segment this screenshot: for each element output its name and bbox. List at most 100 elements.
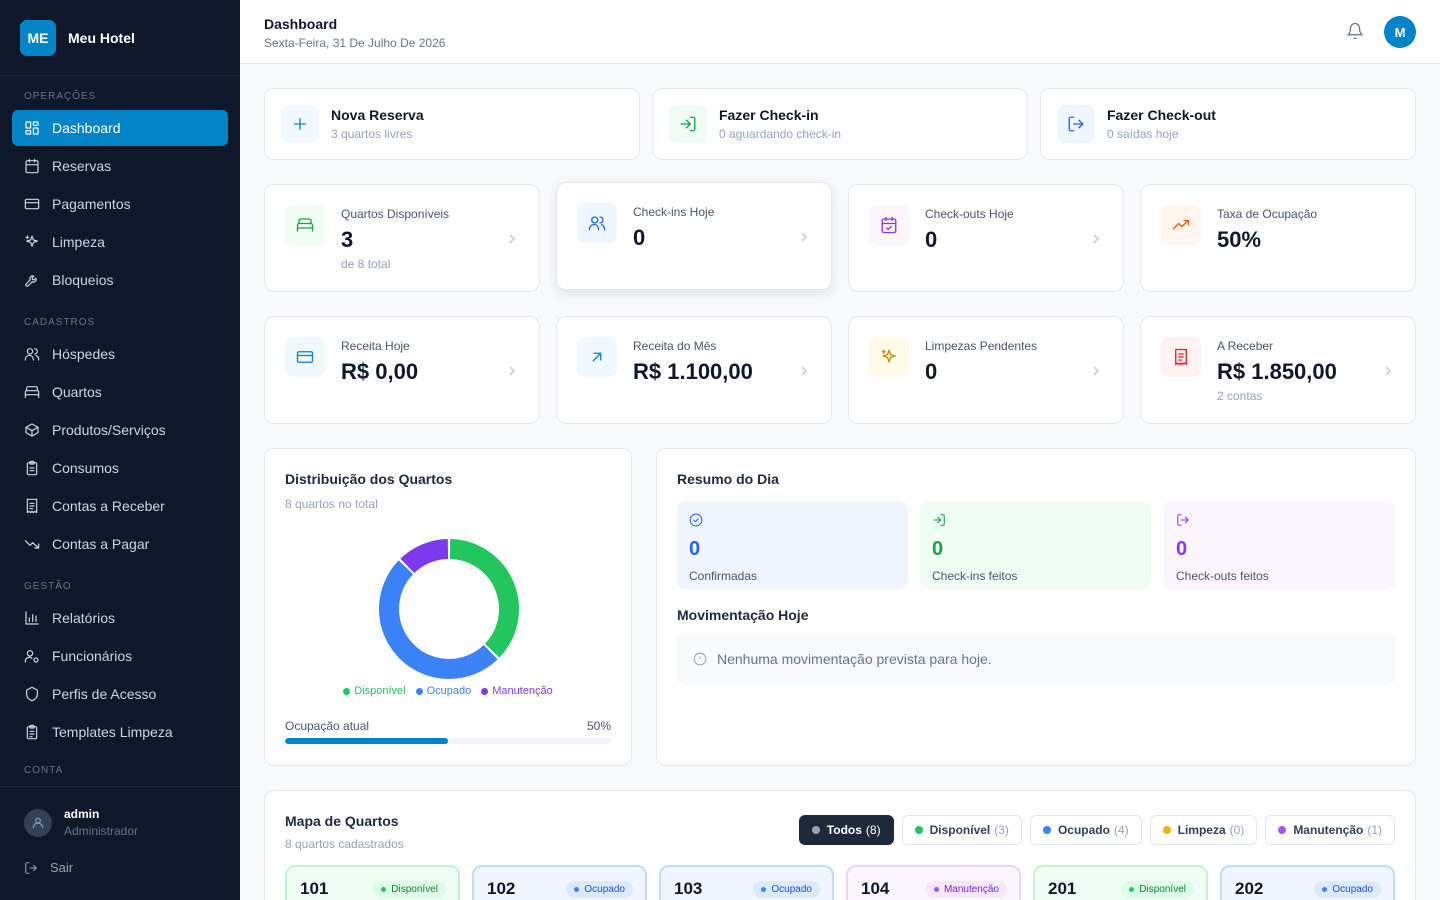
room-card-201[interactable]: 201 Disponível — [1033, 865, 1208, 900]
sidebar-item-dashboard[interactable]: Dashboard — [12, 110, 228, 146]
room-card-104[interactable]: 104 Manutenção — [846, 865, 1021, 900]
chart-legend: Disponível Ocupado Manutenção — [265, 685, 631, 697]
header-avatar[interactable]: M — [1384, 16, 1416, 48]
sidebar-item-label: Contas a Receber — [52, 498, 165, 514]
sidebar-item-label: Bloqueios — [52, 272, 114, 288]
sidebar-item-label: Relatórios — [52, 610, 116, 626]
summary-value: 0 — [689, 538, 701, 560]
room-card-101[interactable]: 101 Disponível — [285, 865, 460, 900]
summary-box-check-outs: 0 Check-outs feitos — [1164, 501, 1395, 589]
brand-logo: ME — [20, 19, 56, 56]
stat-card-receita-hoje[interactable]: Receita Hoje R$ 0,00 — [264, 316, 540, 424]
stat-label: Taxa de Ocupação — [1217, 207, 1318, 221]
filter-ocupado[interactable]: Ocupado (4) — [1029, 815, 1142, 845]
room-status: Disponível — [1139, 884, 1186, 895]
stat-card-limpezas-pendentes[interactable]: Limpezas Pendentes 0 — [848, 316, 1124, 424]
occupancy-label: Ocupação atual — [285, 719, 370, 733]
sidebar-item-templates-limpeza[interactable]: Templates Limpeza — [12, 714, 228, 750]
stat-label: Receita do Mês — [633, 339, 717, 353]
sidebar-item-label: Consumos — [52, 460, 119, 476]
stat-card-check-ins-hoje[interactable]: Check-ins Hoje 0 — [556, 182, 832, 290]
bar-chart-icon — [25, 611, 39, 625]
bed-icon — [24, 386, 40, 398]
sidebar-item-contas-pagar[interactable]: Contas a Pagar — [12, 526, 228, 562]
stat-card-taxa-ocupacao[interactable]: Taxa de Ocupação 50% — [1140, 184, 1416, 292]
sidebar-footer: admin Administrador Sair — [0, 786, 240, 900]
quick-action-sub: 3 quartos livres — [331, 127, 413, 141]
sidebar-item-limpeza[interactable]: Limpeza — [12, 224, 228, 260]
filter-limpeza[interactable]: Limpeza (0) — [1149, 815, 1258, 845]
quick-action-title: Fazer Check-in — [719, 107, 819, 123]
filter-label: Disponível — [929, 823, 991, 837]
filter-count: (3) — [994, 823, 1009, 837]
filter-count: (8) — [865, 823, 881, 837]
login-icon — [669, 105, 707, 143]
sidebar-item-reservas[interactable]: Reservas — [12, 148, 228, 184]
user-name: admin — [64, 807, 100, 821]
sidebar-item-pagamentos[interactable]: Pagamentos — [12, 186, 228, 222]
room-number: 201 — [1048, 879, 1077, 898]
logout-button[interactable]: Sair — [0, 860, 240, 875]
sidebar-item-quartos[interactable]: Quartos — [12, 374, 228, 410]
sidebar-item-contas-receber[interactable]: Contas a Receber — [12, 488, 228, 524]
filter-disponivel[interactable]: Disponível (3) — [901, 815, 1022, 845]
quick-action-nova-reserva[interactable]: Nova Reserva 3 quartos livres — [264, 88, 640, 160]
room-card-102[interactable]: 102 Ocupado — [472, 865, 647, 900]
sidebar-item-hospedes[interactable]: Hóspedes — [12, 336, 228, 372]
stat-value: R$ 1.850,00 — [1217, 359, 1337, 384]
room-card-103[interactable]: 103 Ocupado — [659, 865, 834, 900]
filter-label: Todos — [826, 823, 862, 837]
room-card-202[interactable]: 202 Ocupado — [1220, 865, 1395, 900]
stat-card-quartos-disponiveis[interactable]: Quartos Disponíveis 3 de 8 total — [264, 184, 540, 292]
clipboard-list-icon — [26, 724, 38, 740]
occupancy-progress-bar — [285, 738, 611, 744]
stat-label: Quartos Disponíveis — [341, 207, 450, 221]
room-status: Disponível — [391, 884, 438, 895]
room-status-badge: Ocupado — [566, 881, 633, 898]
stat-label: Check-ins Hoje — [633, 205, 715, 219]
credit-card-icon — [24, 198, 40, 210]
chevron-right-icon — [507, 363, 517, 376]
legend-label: Ocupado — [426, 685, 472, 697]
quick-action-check-in[interactable]: Fazer Check-in 0 aguardando check-in — [652, 88, 1028, 160]
legend-item-disponivel: Disponível — [343, 685, 406, 697]
sidebar-item-relatorios[interactable]: Relatórios — [12, 600, 228, 636]
sparkles-icon — [869, 337, 909, 377]
chevron-right-icon — [1091, 231, 1101, 244]
sidebar-item-produtos[interactable]: Produtos/Serviços — [12, 412, 228, 448]
stat-sub: 2 contas — [1217, 389, 1263, 403]
room-number: 202 — [1235, 879, 1264, 898]
check-circle-icon — [689, 513, 703, 527]
movement-title: Movimentação Hoje — [677, 607, 809, 623]
sidebar-item-funcionarios[interactable]: Funcionários — [12, 638, 228, 674]
filter-todos[interactable]: Todos (8) — [798, 815, 894, 845]
user-profile[interactable]: admin Administrador — [0, 787, 240, 838]
quick-action-sub: 0 saídas hoje — [1107, 127, 1179, 141]
notifications-button[interactable] — [1346, 22, 1364, 40]
users-icon — [577, 203, 617, 243]
sidebar-item-label: Perfis de Acesso — [52, 686, 157, 702]
filter-count: (4) — [1113, 823, 1129, 837]
stat-card-check-outs-hoje[interactable]: Check-outs Hoje 0 — [848, 184, 1124, 292]
sidebar-item-bloqueios[interactable]: Bloqueios — [12, 262, 228, 298]
stat-card-receita-mes[interactable]: Receita do Mês R$ 1.100,00 — [556, 316, 832, 424]
movement-empty-state: Nenhuma movimentação prevista para hoje. — [677, 633, 1395, 685]
summary-value: 0 — [932, 538, 944, 560]
filter-manutencao[interactable]: Manutenção (1) — [1265, 815, 1395, 845]
stat-card-a-receber[interactable]: A Receber R$ 1.850,00 2 contas — [1140, 316, 1416, 424]
sidebar-item-perfis[interactable]: Perfis de Acesso — [12, 676, 228, 712]
quick-action-sub: 0 aguardando check-in — [719, 127, 842, 141]
quick-action-check-out[interactable]: Fazer Check-out 0 saídas hoje — [1040, 88, 1416, 160]
logout-label: Sair — [50, 860, 74, 875]
bell-icon — [1346, 22, 1364, 40]
stat-label: A Receber — [1217, 339, 1274, 353]
nav-section-cadastros: CADASTROS — [24, 317, 96, 328]
user-avatar — [24, 808, 52, 837]
clipboard-icon — [26, 460, 38, 476]
summary-label: Check-ins feitos — [932, 569, 1018, 583]
room-status: Ocupado — [584, 884, 625, 895]
stat-label: Check-outs Hoje — [925, 207, 1014, 221]
sidebar-item-consumos[interactable]: Consumos — [12, 450, 228, 486]
chevron-right-icon — [799, 229, 809, 242]
login-icon — [933, 514, 945, 526]
